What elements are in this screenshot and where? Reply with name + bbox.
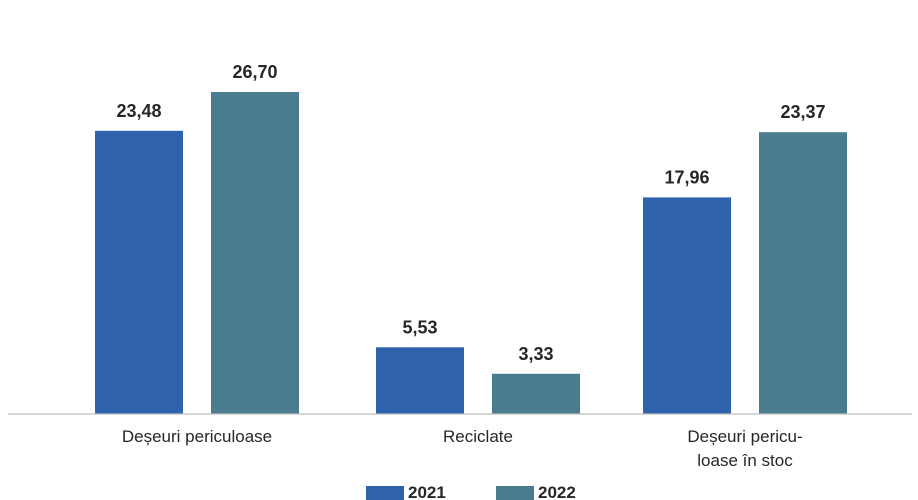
value-label-2021-1: 5,53	[402, 317, 437, 337]
bar-2021-1	[376, 347, 464, 414]
legend-label-2021: 2021	[408, 483, 446, 500]
value-labels-layer: 23,48 5,53 17,96 26,70 3,33 23,37	[116, 62, 825, 364]
legend-swatch-2022	[496, 486, 534, 500]
category-label-1-0: Reciclate	[443, 427, 513, 446]
legend-swatch-2021	[366, 486, 404, 500]
value-label-2022-2: 23,37	[780, 102, 825, 122]
bars-layer	[95, 92, 847, 415]
bar-2021-2	[643, 197, 731, 414]
category-labels-layer: Deșeuri periculoase Reciclate Deșeuri peri…	[122, 427, 803, 470]
category-label-2-1: loase în stoc	[697, 451, 793, 470]
bar-2022-2	[759, 132, 847, 414]
legend-label-2022: 2022	[538, 483, 576, 500]
value-label-2022-1: 3,33	[518, 344, 553, 364]
legend: 2021 2022	[366, 483, 576, 500]
value-label-2021-2: 17,96	[664, 167, 709, 187]
bar-2022-1	[492, 373, 580, 414]
value-label-2021-0: 23,48	[116, 101, 161, 121]
bar-2022-0	[211, 92, 299, 414]
category-label-0-0: Deșeuri periculoase	[122, 427, 272, 446]
value-label-2022-0: 26,70	[232, 62, 277, 82]
category-label-2-0: Deșeuri pericu-	[687, 427, 802, 446]
bar-2021-0	[95, 130, 183, 415]
